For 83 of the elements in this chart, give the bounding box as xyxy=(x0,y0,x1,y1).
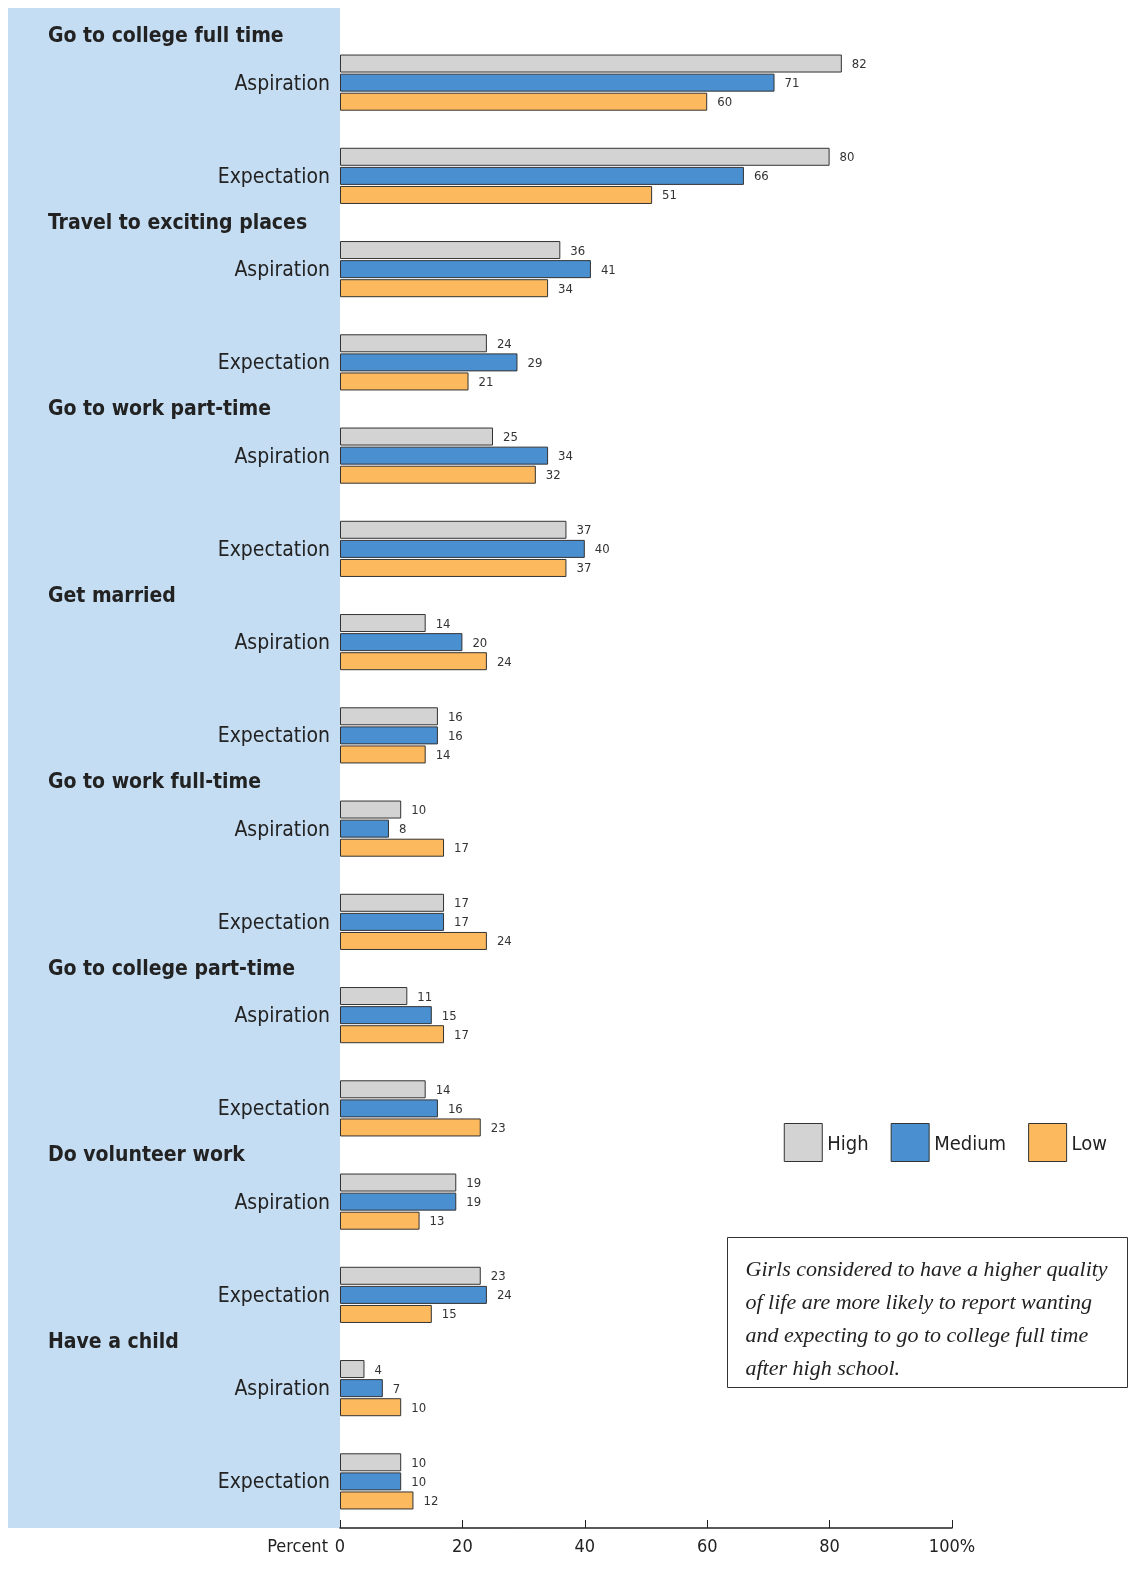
y-tick-label: Aspiration xyxy=(234,1189,330,1214)
data-label: 41 xyxy=(600,261,616,277)
data-label: 34 xyxy=(558,280,573,296)
data-label: 24 xyxy=(496,1287,512,1303)
data-label: 16 xyxy=(447,1100,463,1116)
y-tick-label: Aspiration xyxy=(234,1376,330,1401)
data-label: 29 xyxy=(527,354,543,370)
data-label: 19 xyxy=(466,1194,482,1210)
y-tick-label: Expectation xyxy=(217,536,330,561)
text: Get married xyxy=(48,582,176,607)
data-label: 23 xyxy=(490,1119,506,1135)
data-label: 17 xyxy=(454,895,469,911)
y-tick-label: Aspiration xyxy=(234,70,330,95)
data-label: 15 xyxy=(441,1007,457,1023)
x-axis-title: Percent xyxy=(267,1534,328,1556)
y-tick-label: Expectation xyxy=(217,1096,330,1121)
data-label: 14 xyxy=(435,615,451,631)
text: Go to work part-time xyxy=(48,396,272,421)
data-label: 20 xyxy=(472,634,488,650)
legend-label: Medium xyxy=(934,1130,1007,1155)
data-label: 10 xyxy=(411,802,427,818)
data-label: 34 xyxy=(558,448,573,464)
data-label: 12 xyxy=(423,1492,439,1508)
text: Do volunteer work xyxy=(48,1142,246,1167)
y-tick-label: Expectation xyxy=(217,163,330,188)
legend-label: High xyxy=(827,1130,869,1155)
text: Go to work full-time xyxy=(48,769,261,794)
x-tick-label: 100% xyxy=(928,1534,976,1556)
text: Go to college part-time xyxy=(48,955,295,980)
text: Have a child xyxy=(48,1328,179,1353)
y-tick-label: Aspiration xyxy=(234,630,330,655)
x-tick-label: 20 xyxy=(452,1534,473,1556)
data-label: 71 xyxy=(784,75,800,91)
data-label: 60 xyxy=(717,94,733,110)
data-label: 37 xyxy=(576,560,592,576)
y-tick-label: Expectation xyxy=(217,1282,330,1307)
data-label: 7 xyxy=(392,1380,401,1396)
data-label: 10 xyxy=(411,1454,427,1470)
text: Travel to exciting places xyxy=(48,209,308,234)
data-label: 17 xyxy=(454,1026,469,1042)
data-label: 8 xyxy=(398,821,407,837)
y-tick-label: Expectation xyxy=(217,350,330,375)
y-tick-label: Expectation xyxy=(217,723,330,748)
data-label: 51 xyxy=(662,187,678,203)
data-label: 80 xyxy=(839,149,855,165)
annotation: Girls considered to have a higher quality of life are more likely to report wanting and expecting to go to college full time after high school. xyxy=(745,1255,1114,1380)
x-tick-label: 60 xyxy=(696,1534,718,1556)
y-tick-label: Aspiration xyxy=(234,816,330,841)
data-label: 17 xyxy=(454,840,469,856)
data-label: 4 xyxy=(374,1361,382,1377)
data-label: 82 xyxy=(851,56,867,72)
data-label: 15 xyxy=(441,1306,457,1322)
x-tick-label: 0 xyxy=(334,1534,346,1556)
data-label: 10 xyxy=(411,1399,427,1415)
y-tick-label: Aspiration xyxy=(234,1003,330,1028)
data-label: 24 xyxy=(496,653,512,669)
x-tick-label: 40 xyxy=(574,1534,596,1556)
y-tick-label: Aspiration xyxy=(234,257,330,282)
y-tick-label: Expectation xyxy=(217,909,330,934)
data-label: 17 xyxy=(454,914,469,930)
data-label: 37 xyxy=(576,522,592,538)
legend-label: Low xyxy=(1071,1130,1107,1155)
data-label: 14 xyxy=(435,746,451,762)
data-label: 14 xyxy=(435,1081,451,1097)
text: Go to college full time xyxy=(48,23,284,48)
data-label: 24 xyxy=(496,335,512,351)
data-label: 25 xyxy=(503,429,518,445)
data-label: 21 xyxy=(478,373,494,389)
data-label: 13 xyxy=(429,1213,445,1229)
y-tick-label: Expectation xyxy=(217,1469,330,1494)
data-label: 23 xyxy=(490,1268,506,1284)
data-label: 66 xyxy=(753,168,769,184)
data-label: 40 xyxy=(594,541,610,557)
x-tick-label: 80 xyxy=(819,1534,840,1556)
data-label: 36 xyxy=(570,242,586,258)
y-tick-label: Aspiration xyxy=(234,443,330,468)
data-label: 10 xyxy=(411,1473,427,1489)
data-label: 24 xyxy=(496,933,512,949)
data-label: 19 xyxy=(466,1175,482,1191)
data-label: 16 xyxy=(447,727,463,743)
data-label: 32 xyxy=(545,467,561,483)
data-label: 11 xyxy=(417,988,433,1004)
data-label: 16 xyxy=(447,708,463,724)
